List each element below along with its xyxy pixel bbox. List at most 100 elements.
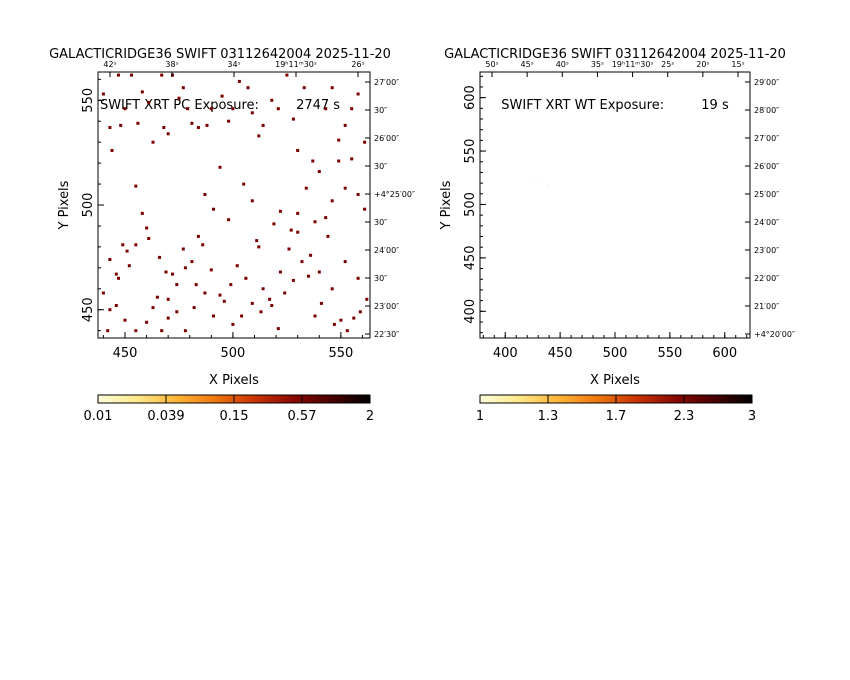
ra-tick-label: 19ʰ11ᵐ30ˢ — [612, 60, 654, 69]
event-point — [218, 293, 222, 297]
right-panel-title: GALACTICRIDGE36 SWIFT 03112642004 2025-1… — [420, 12, 810, 131]
event-point — [110, 149, 114, 152]
dec-tick-label: 30″ — [374, 106, 387, 115]
event-point — [287, 247, 291, 251]
dec-tick-label: 26′00″ — [754, 162, 779, 171]
dec-tick-label: 27′00″ — [374, 78, 399, 87]
colorbar-label: 2 — [366, 409, 374, 424]
colorbar-label: 1.7 — [606, 409, 627, 424]
x-tick-label: 450 — [548, 346, 573, 361]
event-point — [114, 304, 118, 307]
event-point — [218, 165, 222, 169]
event-point — [192, 306, 196, 310]
y-tick-label: 500 — [463, 192, 478, 217]
dec-tick-label: 25′00″ — [754, 190, 779, 199]
event-point — [356, 193, 360, 196]
event-point — [339, 318, 343, 322]
event-point — [337, 138, 341, 142]
dec-tick-label: 22′00″ — [754, 274, 779, 283]
ra-tick-label: 38ˢ — [165, 60, 178, 69]
event-point — [209, 268, 213, 272]
event-point — [285, 73, 289, 77]
event-point — [231, 107, 235, 111]
event-point — [147, 100, 151, 104]
right-image-panel: 400 450 500 550 600 400 450 500 550 600 50ˢ 45ˢ 40ˢ 3… — [439, 60, 795, 424]
colorbar-label: 2.3 — [674, 409, 695, 424]
event-point — [117, 276, 120, 280]
y-axis-title: Y Pixels — [57, 180, 72, 230]
ra-tick-label: 25ˢ — [661, 60, 674, 69]
event-point — [203, 291, 207, 295]
event-point — [196, 234, 200, 238]
event-point — [250, 199, 254, 203]
event-point — [343, 260, 347, 264]
dec-tick-label: +4°20′00″ — [754, 330, 795, 339]
event-point — [363, 140, 367, 144]
y-tick-label: 550 — [463, 139, 478, 164]
y-tick-label: 450 — [463, 245, 478, 270]
ra-tick-label: 42ˢ — [103, 60, 116, 69]
y-tick-label: 600 — [463, 85, 478, 110]
event-point — [283, 291, 287, 295]
event-point — [123, 107, 127, 111]
event-point — [330, 199, 334, 203]
event-point — [212, 314, 215, 318]
event-point — [261, 123, 265, 127]
ra-tick-label: 40ˢ — [556, 60, 569, 69]
event-point — [101, 291, 105, 295]
colorbar-label: 0.15 — [220, 409, 249, 424]
event-point — [246, 86, 250, 90]
event-point — [114, 272, 118, 276]
event-point — [261, 287, 265, 291]
event-point — [201, 243, 205, 247]
event-point — [296, 149, 300, 152]
event-point — [309, 253, 313, 257]
colorbar-label: 1 — [476, 409, 484, 424]
event-point — [134, 243, 138, 247]
event-point — [140, 211, 144, 215]
event-point — [227, 218, 231, 222]
event-point — [257, 134, 261, 138]
event-point — [190, 260, 194, 264]
event-point — [155, 295, 159, 299]
event-point — [244, 276, 248, 280]
event-point — [255, 239, 259, 243]
event-point — [547, 185, 549, 188]
event-point — [123, 318, 127, 322]
colorbar-label: 0.57 — [288, 409, 317, 424]
event-point — [326, 234, 330, 238]
dec-tick-label: 23′00″ — [754, 246, 779, 255]
event-point — [535, 180, 537, 182]
ra-tick-label: 34ˢ — [227, 60, 240, 69]
dec-tick-label: 23′00″ — [374, 302, 399, 311]
dec-tick-label: 27′00″ — [754, 134, 779, 143]
event-point — [289, 228, 293, 232]
event-point — [257, 245, 261, 249]
event-point — [237, 79, 241, 83]
y-tick-label: 400 — [463, 299, 478, 324]
dec-tick-label: 30″ — [374, 218, 387, 227]
event-point — [171, 272, 174, 276]
x-tick-label: 550 — [328, 346, 353, 361]
left-image-panel: 450 500 550 450 500 550 42ˢ 38ˢ 34ˢ 19ʰ11ᵐ30ˢ 26ˢ 2… — [57, 60, 415, 424]
dec-tick-label: +4°25′00″ — [374, 190, 415, 199]
event-point — [307, 274, 310, 278]
event-point — [276, 107, 280, 111]
event-point — [317, 170, 321, 173]
colorbar-label: 1.3 — [538, 409, 559, 424]
event-point — [140, 90, 144, 94]
event-point — [227, 119, 231, 123]
event-point — [166, 297, 170, 301]
event-point — [166, 316, 170, 320]
right-panel-title-line1: GALACTICRIDGE36 SWIFT 03112642004 2025-1… — [444, 47, 786, 62]
colorbar-label: 0.039 — [147, 409, 184, 424]
event-point — [337, 159, 341, 163]
event-point — [296, 211, 300, 215]
event-point — [345, 329, 349, 333]
x-tick-label: 500 — [221, 346, 246, 361]
event-point — [125, 249, 129, 253]
event-point — [145, 320, 149, 324]
event-point — [313, 314, 317, 318]
dec-tick-label: 21′00″ — [754, 302, 779, 311]
